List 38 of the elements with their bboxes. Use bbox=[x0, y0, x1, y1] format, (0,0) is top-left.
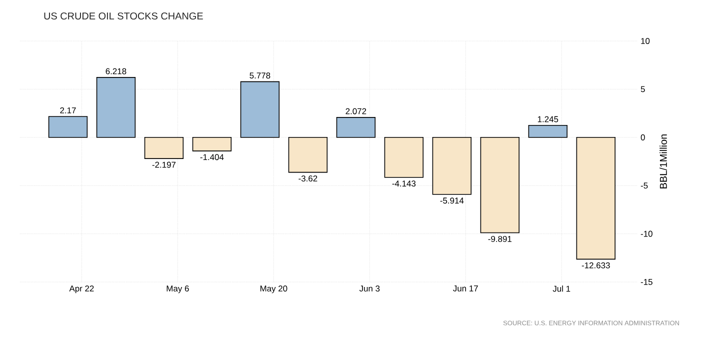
data-label: -12.633 bbox=[582, 262, 610, 268]
x-tick-label: Apr 22 bbox=[69, 286, 94, 294]
y-tick-label: -15 bbox=[640, 279, 652, 285]
bar bbox=[240, 81, 280, 138]
y-tick-label: -5 bbox=[640, 182, 648, 189]
bar bbox=[192, 137, 232, 152]
y-tick-label: 10 bbox=[641, 38, 650, 44]
data-label: -9.891 bbox=[488, 236, 512, 242]
data-label: 2.17 bbox=[60, 107, 76, 114]
bar bbox=[528, 125, 568, 138]
y-tick-label: -10 bbox=[640, 230, 652, 237]
data-label: 2.072 bbox=[346, 108, 366, 114]
data-label: 1.245 bbox=[538, 116, 558, 122]
chart-title: US CRUDE OIL STOCKS CHANGE bbox=[44, 12, 203, 20]
bar bbox=[48, 116, 88, 138]
data-label: -4.143 bbox=[392, 180, 416, 187]
data-label: 6.218 bbox=[106, 68, 126, 74]
bar bbox=[288, 137, 328, 173]
x-tick-label: May 20 bbox=[260, 286, 288, 294]
data-label: -5.914 bbox=[440, 198, 464, 204]
y-tick-label: 0 bbox=[640, 134, 645, 140]
data-label: -1.404 bbox=[200, 154, 224, 160]
y-tick-label: 5 bbox=[640, 86, 645, 92]
bar bbox=[480, 137, 520, 234]
x-tick-label: Jul 1 bbox=[552, 286, 570, 292]
bar bbox=[576, 137, 616, 260]
x-tick-label: Jun 17 bbox=[453, 286, 478, 292]
x-tick-label: Jun 3 bbox=[359, 286, 380, 292]
data-label: -2.197 bbox=[152, 162, 176, 168]
bar bbox=[432, 137, 472, 195]
data-label: -3.62 bbox=[298, 175, 318, 182]
bar bbox=[384, 137, 424, 178]
y-axis-title: BBL/1Million bbox=[660, 134, 667, 188]
bar bbox=[96, 77, 136, 138]
bar bbox=[336, 117, 376, 138]
bar bbox=[144, 137, 184, 159]
x-tick-label: May 6 bbox=[166, 286, 189, 294]
data-label: 5.778 bbox=[250, 72, 270, 79]
